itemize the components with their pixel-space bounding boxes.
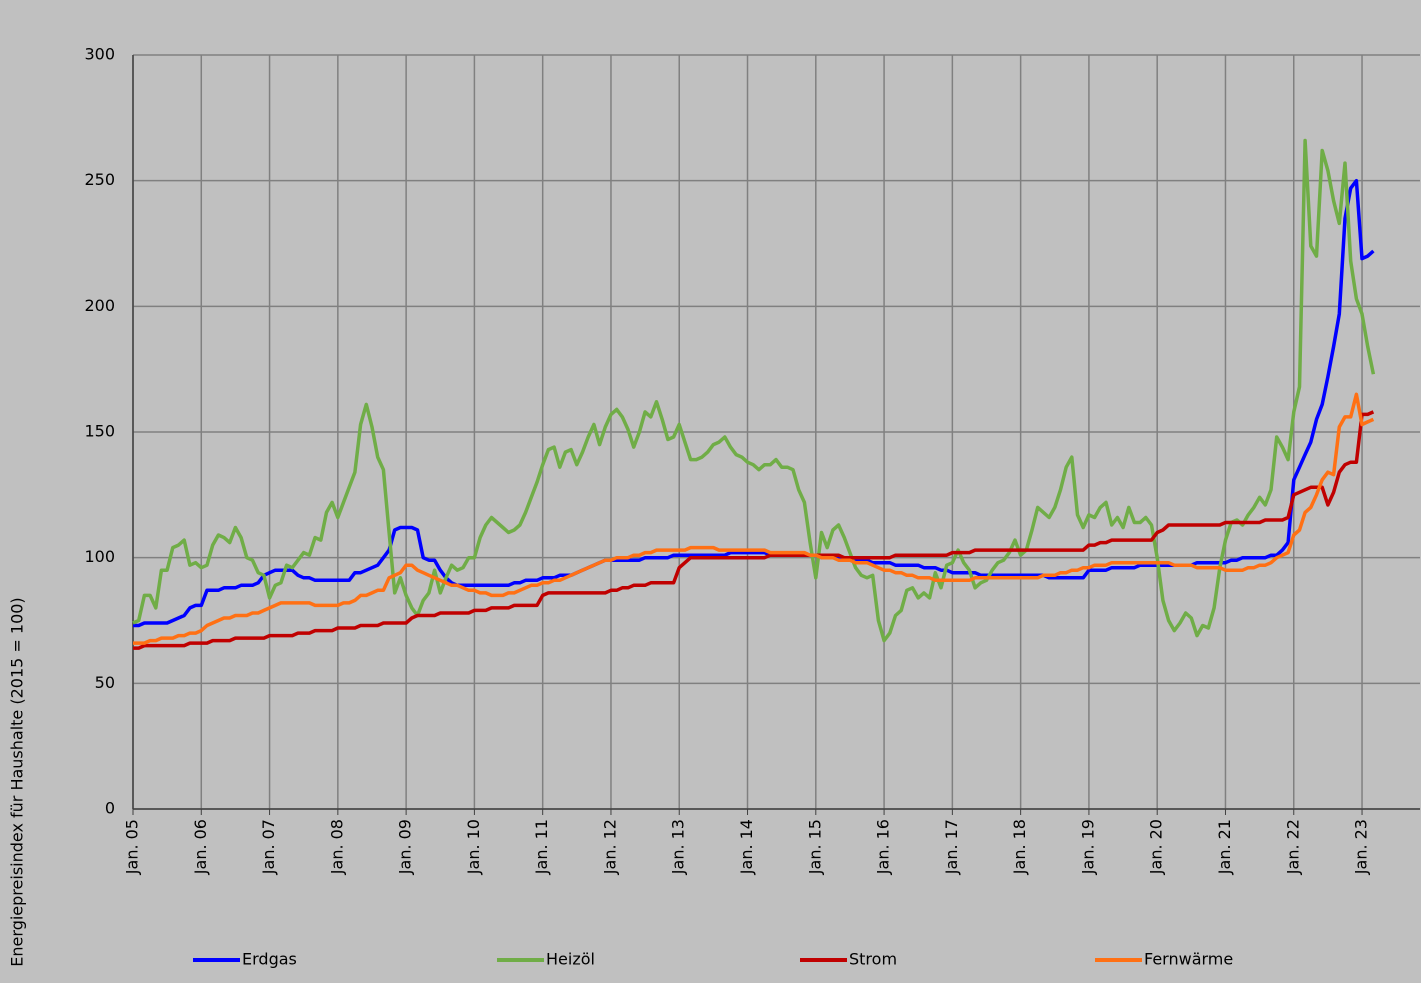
series-line [133,392,1375,645]
x-tick-label: Jan. 06 [191,819,210,875]
x-tick-label: Jan. 20 [1147,819,1166,875]
y-axis-title: Energiepreisindex für Haushalte (2015 = … [8,597,27,966]
x-tick-label: Jan. 10 [464,819,483,875]
x-tick-label: Jan. 23 [1352,819,1371,875]
series-line [133,410,1375,650]
x-tick-label: Jan. 22 [1283,819,1302,875]
x-tick-label: Jan. 15 [805,819,824,875]
legend-label: Fernwärme [1144,950,1233,969]
x-tick-label: Jan. 08 [327,819,346,875]
y-tick-label: 0 [105,799,115,818]
y-tick-label: 300 [84,45,115,64]
legend-label: Heizöl [546,950,595,969]
legend-label: Strom [849,950,897,969]
x-tick-label: Jan. 07 [259,819,278,875]
series-line [132,138,1376,643]
x-tick-label: Jan. 11 [532,819,551,875]
x-tick-label: Jan. 17 [942,819,961,875]
x-tick-label: Jan. 19 [1078,819,1097,875]
x-tick-label: Jan. 18 [1010,819,1029,875]
x-tick-label: Jan. 21 [1215,819,1234,875]
x-tick-label: Jan. 13 [669,819,688,875]
x-tick-label: Jan. 14 [737,819,756,875]
y-tick-label: 50 [95,673,115,692]
x-tick-label: Jan. 12 [600,819,619,875]
y-tick-label: 200 [84,296,115,315]
y-tick-label: 250 [84,170,115,189]
y-tick-label: 100 [84,547,115,566]
x-tick-label: Jan. 09 [396,819,415,875]
y-tick-label: 150 [84,422,115,441]
x-tick-label: Jan. 16 [874,819,893,875]
x-tick-label: Jan. 05 [123,819,142,875]
legend-label: Erdgas [242,950,297,969]
series-line [133,178,1375,628]
